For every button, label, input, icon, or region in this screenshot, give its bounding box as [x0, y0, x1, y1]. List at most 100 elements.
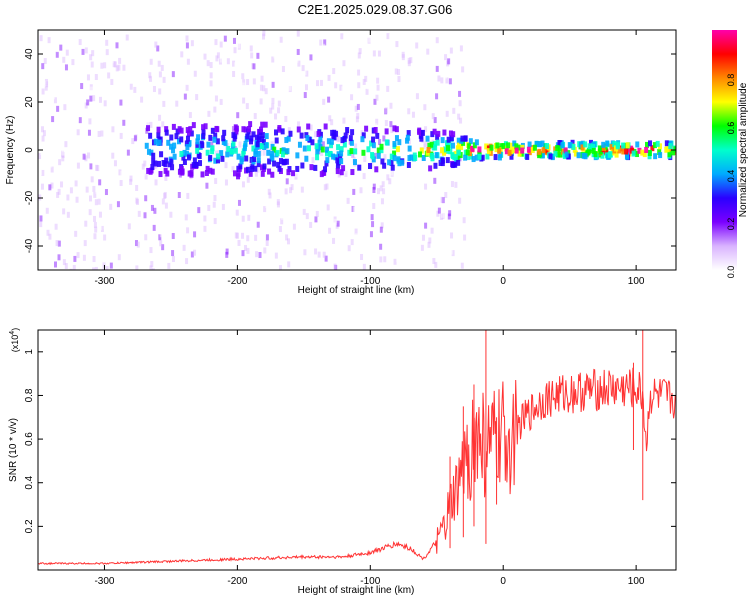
ridge-cell: [472, 142, 477, 149]
ridge-cell: [151, 152, 156, 159]
ridge-cell: [186, 130, 191, 137]
ridge-cell: [241, 148, 246, 155]
noise-cell: [57, 240, 61, 247]
noise-cell: [377, 50, 381, 57]
ridge-cell: [149, 167, 154, 174]
noise-cell: [86, 99, 90, 106]
ridge-cell: [338, 153, 343, 160]
noise-cell: [45, 81, 49, 88]
ridge-cell: [212, 136, 217, 143]
ridge-cell: [336, 144, 341, 151]
noise-cell: [374, 123, 378, 130]
noise-cell: [237, 239, 241, 246]
noise-cell: [117, 64, 121, 71]
ridge-cell: [288, 130, 293, 137]
noise-cell: [116, 256, 120, 263]
noise-cell: [380, 222, 384, 229]
ridge-cell: [563, 147, 568, 154]
ridge-cell: [260, 121, 265, 128]
ridge-cell: [169, 158, 174, 165]
ridge-cell: [169, 143, 174, 150]
noise-cell: [164, 174, 168, 181]
noise-cell: [268, 192, 272, 199]
ridge-cell: [164, 126, 169, 133]
noise-cell: [245, 254, 249, 261]
noise-cell: [185, 35, 189, 42]
noise-cell: [252, 40, 256, 47]
noise-cell: [450, 232, 454, 239]
noise-cell: [89, 84, 93, 91]
ridge-cell: [665, 146, 670, 153]
ridge-cell: [542, 143, 547, 150]
noise-cell: [161, 121, 165, 128]
noise-cell: [158, 269, 162, 270]
ridge-cell: [200, 142, 205, 149]
ridge-cell: [245, 166, 250, 173]
ridge-cell: [210, 127, 215, 134]
noise-cell: [445, 110, 449, 117]
ridge-cell: [179, 166, 184, 173]
noise-cell: [40, 126, 44, 133]
noise-cell: [286, 238, 290, 245]
noise-cell: [133, 135, 137, 142]
noise-cell: [41, 88, 45, 95]
noise-cell: [54, 223, 58, 230]
noise-cell: [379, 226, 383, 233]
ridge-cell: [186, 154, 191, 161]
ridge-cell: [333, 154, 338, 161]
noise-cell: [379, 256, 383, 263]
noise-cell: [256, 166, 260, 173]
noise-cell: [203, 215, 207, 222]
spectrogram-y-label: Frequency (Hz): [5, 116, 16, 185]
noise-cell: [129, 178, 133, 185]
noise-cell: [218, 58, 222, 65]
ridge-cell: [191, 162, 196, 169]
noise-cell: [61, 151, 65, 158]
noise-cell: [225, 248, 229, 255]
noise-cell: [230, 248, 234, 255]
ridge-cell: [245, 133, 250, 140]
noise-cell: [288, 84, 292, 91]
noise-cell: [458, 197, 462, 204]
noise-cell: [259, 98, 263, 105]
ridge-cell: [286, 135, 291, 142]
noise-cell: [287, 127, 291, 134]
noise-cell: [336, 86, 340, 93]
ridge-cell: [208, 167, 213, 174]
noise-cell: [146, 246, 150, 253]
noise-cell: [223, 35, 227, 42]
ridge-cell: [262, 144, 267, 151]
noise-cell: [50, 166, 54, 173]
ridge-cell: [517, 150, 522, 157]
ridge-cell: [225, 151, 230, 158]
noise-cell: [254, 170, 258, 177]
ridge-cell: [567, 142, 572, 149]
ridge-cell: [593, 151, 598, 158]
noise-cell: [241, 215, 245, 222]
snr-y-ticks: 0.2 0.4 0.6 0.8 1: [24, 349, 676, 533]
ridge-cell: [171, 123, 176, 130]
noise-cell: [300, 186, 304, 193]
noise-cell: [213, 195, 217, 202]
noise-cell: [74, 180, 78, 187]
noise-cell: [403, 103, 407, 110]
ridge-cell: [255, 141, 260, 148]
ridge-cell: [445, 139, 450, 146]
ridge-cell: [468, 138, 473, 145]
ridge-cell: [600, 152, 605, 159]
noise-cell: [309, 54, 313, 61]
noise-cell: [358, 48, 362, 55]
noise-cell: [406, 197, 410, 204]
ridge-cell: [626, 148, 631, 155]
ridge-cell: [474, 154, 479, 161]
noise-cell: [47, 37, 51, 44]
noise-cell: [230, 265, 234, 270]
noise-cell: [337, 171, 341, 178]
ridge-cell: [387, 159, 392, 166]
noise-cell: [215, 240, 219, 247]
noise-cell: [134, 134, 138, 141]
ridge-cell: [667, 151, 672, 158]
noise-cell: [265, 240, 269, 247]
noise-cell: [394, 68, 398, 75]
noise-cell: [96, 153, 100, 160]
